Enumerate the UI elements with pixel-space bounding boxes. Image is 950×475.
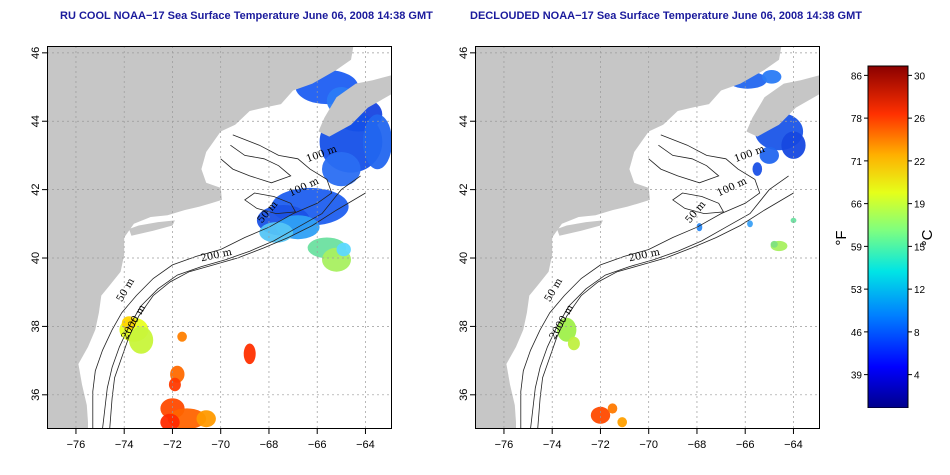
colorbar-f-label: 59: [851, 242, 863, 253]
long-island: [129, 220, 175, 236]
colorbar-f-label: 66: [851, 200, 863, 211]
colorbar-f-label: 71: [851, 157, 863, 168]
isobath-line: [92, 134, 333, 429]
lon-tick-label: −74: [115, 439, 134, 451]
colorbar-c-label: 15: [914, 242, 926, 253]
isobath-georges-bank: [244, 192, 297, 215]
colorbar-unit-fahrenheit: °F: [833, 230, 850, 245]
lon-tick-label: −76: [67, 439, 86, 451]
sst-patch: [557, 317, 577, 342]
temperature-colorbar: 39 46 53 59 66 71 78 86 4 8 12 15 19 22 26 30 °F °C: [833, 65, 936, 408]
lon-tick-label: −70: [639, 439, 658, 451]
map-frame: [475, 46, 820, 429]
isobath-line: [102, 175, 361, 429]
lon-tick-label: −70: [211, 439, 230, 451]
map-panel-declouded: 100 m 100 m 50 m 200 m 50 m 2000 m: [475, 46, 820, 429]
colorbar-f-label: 46: [851, 328, 863, 339]
lon-tick-label: −64: [784, 439, 803, 451]
nova-scotia: [318, 75, 392, 137]
lon-tick-label: −64: [356, 439, 375, 451]
graticule: [47, 46, 392, 429]
sst-patch: [781, 131, 806, 159]
sst-patch: [129, 326, 154, 354]
colorbar-c-label: 19: [914, 200, 926, 211]
lat-tick-label: 42: [30, 184, 42, 196]
isobaths: [520, 134, 794, 429]
lat-tick-label: 38: [30, 320, 42, 332]
lat-tick-label: 46: [458, 47, 470, 59]
sst-patch: [790, 217, 797, 224]
colorbar-f-label: 86: [851, 71, 863, 82]
sst-patch: [770, 240, 778, 248]
colorbar-f-label: 39: [851, 371, 863, 382]
lon-tick-label: −72: [163, 439, 182, 451]
isobath-gulf-of-maine: [220, 144, 292, 184]
nova-scotia: [746, 75, 820, 137]
sst-patch: [196, 410, 216, 428]
sst-patch: [259, 222, 294, 243]
lat-tick-label: 40: [458, 252, 470, 264]
lat-tick-label: 42: [458, 184, 470, 196]
colorbar-gradient: [867, 65, 909, 408]
colorbar-f-label: 78: [851, 114, 863, 125]
lon-tick-label: −68: [260, 439, 279, 451]
isobath-georges-bank: [672, 192, 725, 215]
lat-tick-label: 38: [458, 320, 470, 332]
sst-patch: [759, 146, 779, 164]
lon-tick-label: −66: [736, 439, 755, 451]
isobaths: [92, 134, 366, 429]
sst-patch: [336, 242, 351, 257]
lon-tick-label: −72: [591, 439, 610, 451]
sst-patch: [177, 331, 187, 342]
colorbar-c-label: 8: [914, 328, 920, 339]
lat-tick-label: 36: [458, 389, 470, 401]
title-declouded-sst: DECLOUDED NOAA−17 Sea Surface Temperatur…: [470, 10, 862, 22]
colorbar-c-label: 4: [914, 371, 920, 382]
lat-tick-label: 36: [30, 389, 42, 401]
lat-tick-label: 44: [30, 115, 42, 127]
sst-patch: [617, 417, 627, 428]
land-mass: [47, 46, 354, 429]
long-island: [557, 220, 603, 236]
sst-patch: [567, 336, 580, 351]
land-mass: [475, 46, 782, 429]
colorbar-c-label: 12: [914, 285, 926, 296]
sst-patch: [363, 114, 392, 170]
map-frame: [47, 46, 392, 429]
lon-tick-label: −66: [308, 439, 327, 451]
colorbar-c-label: 30: [914, 71, 926, 82]
sst-patch: [607, 403, 618, 414]
sst-patch: [747, 220, 753, 228]
sst-patch: [168, 377, 181, 392]
graticule: [475, 46, 820, 429]
map-panel-raw: 100 m 100 m 50 m 200 m 50 m 2000 m: [47, 46, 392, 429]
isobath-line: [520, 134, 761, 429]
lat-tick-label: 44: [458, 115, 470, 127]
lat-tick-label: 40: [30, 252, 42, 264]
lon-tick-label: −76: [495, 439, 514, 451]
sst-patch: [590, 406, 611, 424]
lat-tick-label: 46: [30, 47, 42, 59]
lon-tick-label: −74: [543, 439, 562, 451]
isobath-line: [537, 192, 794, 429]
sst-patch: [752, 162, 763, 176]
colorbar-unit-celsius: °C: [919, 229, 936, 246]
colorbar-c-label: 26: [914, 114, 926, 125]
colorbar-c-label: 22: [914, 157, 926, 168]
colorbar-f-label: 53: [851, 285, 863, 296]
sst-patch: [243, 343, 256, 365]
sst-patch: [322, 152, 361, 187]
lon-tick-label: −68: [688, 439, 707, 451]
sst-patch: [762, 70, 782, 84]
isobath-line: [530, 175, 789, 429]
title-raw-sst: RU COOL NOAA−17 Sea Surface Temperature …: [60, 10, 433, 22]
sst-patch: [160, 413, 180, 429]
isobath-line: [109, 192, 366, 429]
isobath-gulf-of-maine: [648, 144, 720, 184]
